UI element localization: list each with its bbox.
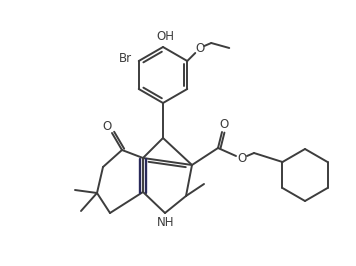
Text: Br: Br [119,52,132,65]
Text: O: O [219,118,229,131]
Text: OH: OH [156,31,174,44]
Text: NH: NH [157,217,175,230]
Text: O: O [103,120,112,134]
Text: O: O [237,152,247,164]
Text: O: O [196,43,205,56]
